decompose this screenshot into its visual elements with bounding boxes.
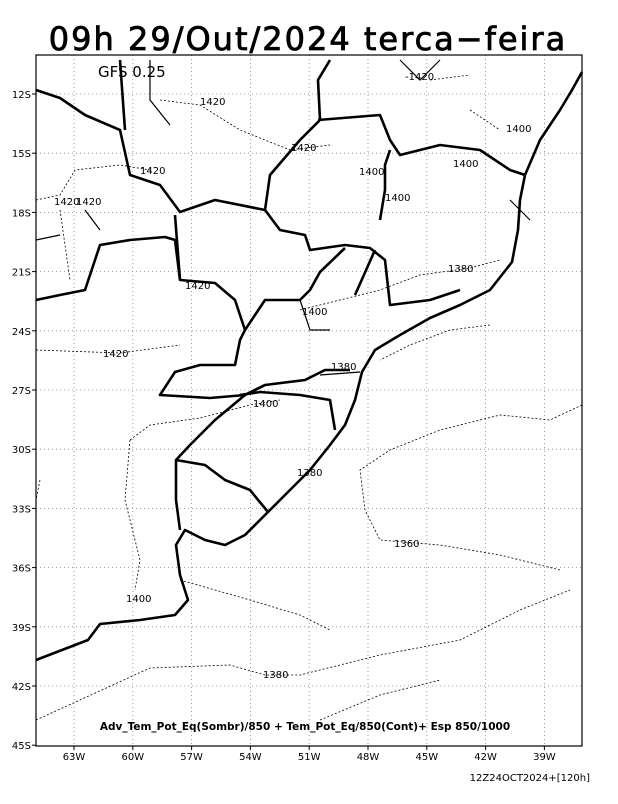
lon-label: 63W xyxy=(63,752,86,763)
lon-label: 57W xyxy=(180,752,203,763)
lon-label: 51W xyxy=(298,752,321,763)
lat-label: 30S xyxy=(12,445,31,456)
lat-label: 42S xyxy=(12,682,31,693)
contour-label: 1420 xyxy=(291,143,316,154)
lat-labels: 12S 15S 18S 21S 24S 27S 30S 33S 36S 39S 42S 45S xyxy=(12,90,36,752)
border xyxy=(118,59,526,331)
contour-label: 1360 xyxy=(394,539,419,550)
lat-label: 39S xyxy=(12,623,31,634)
lon-label: 60W xyxy=(121,752,144,763)
lat-label: 15S xyxy=(12,149,31,160)
lat-label: 12S xyxy=(12,90,31,101)
contour-label: 1380 xyxy=(297,468,322,479)
model-label: GFS 0.25 xyxy=(98,63,166,81)
contour-label: 1400 xyxy=(385,193,410,204)
lat-label: 18S xyxy=(12,208,31,219)
contour-label: 1420 xyxy=(76,197,101,208)
coastline xyxy=(35,71,584,662)
contour-label: 1400 xyxy=(506,124,531,135)
contour-label: 1420 xyxy=(140,166,165,177)
contour-label: 1400 xyxy=(253,399,278,410)
lon-labels: 63W 60W 57W 54W 51W 48W 45W 42W 39W xyxy=(63,746,556,763)
contour-labels: -1420 1420 1400 1420 1400 1400 1420 1400… xyxy=(54,72,531,681)
lon-label: 54W xyxy=(239,752,262,763)
map-frame xyxy=(35,54,583,747)
lon-label: 42W xyxy=(474,752,497,763)
state-line xyxy=(35,59,531,376)
map-title: 09h 29/Out/2024 terca−feira xyxy=(49,20,567,58)
contour-label: -1420 xyxy=(405,72,434,83)
contour-label: 1380 xyxy=(448,264,473,275)
border xyxy=(174,383,337,531)
lat-label: 36S xyxy=(12,564,31,575)
contour-label: 1420 xyxy=(54,197,79,208)
lat-label: 27S xyxy=(12,386,31,397)
contour-label: 1380 xyxy=(331,362,356,373)
contour-label: 1400 xyxy=(453,159,478,170)
run-label: 12Z24OCT2024+[120h] xyxy=(470,773,590,784)
caption: Adv_Tem_Pot_Eq(Sombr)/850 + Tem_Pot_Eq/8… xyxy=(100,721,510,733)
contour-label: 1420 xyxy=(185,281,210,292)
contour xyxy=(35,324,583,721)
lat-label: 33S xyxy=(12,504,31,515)
lat-label: 21S xyxy=(12,268,31,279)
border xyxy=(35,88,461,307)
lon-label: 48W xyxy=(357,752,380,763)
contour-label: 1380 xyxy=(263,670,288,681)
contour-label: 1400 xyxy=(126,594,151,605)
lon-label: 39W xyxy=(533,752,556,763)
contour xyxy=(35,74,501,354)
contour-label: 1420 xyxy=(200,97,225,108)
lat-label: 24S xyxy=(12,327,31,338)
contour-label: 1400 xyxy=(359,167,384,178)
contour-label: 1400 xyxy=(302,307,327,318)
lat-label: 45S xyxy=(12,741,31,752)
contour-label: 1420 xyxy=(103,349,128,360)
grid xyxy=(36,55,582,746)
lon-label: 45W xyxy=(415,752,438,763)
